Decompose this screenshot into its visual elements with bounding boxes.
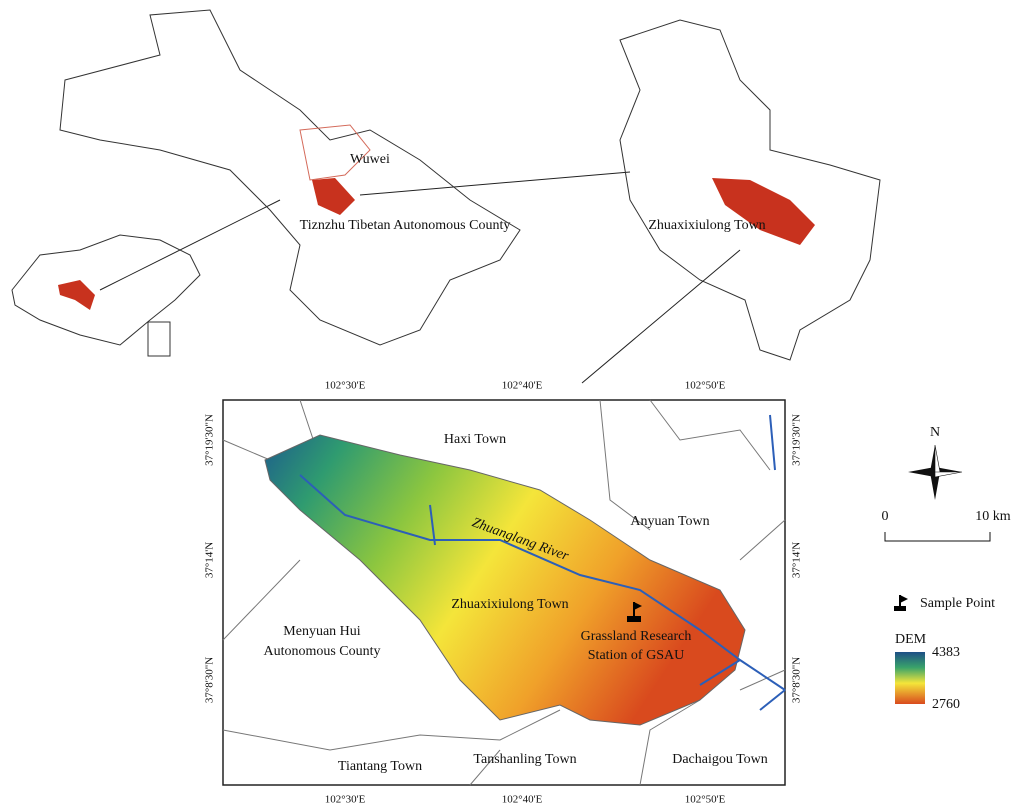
latitude-label: 37°8'30"N xyxy=(204,657,216,703)
county-map xyxy=(619,19,881,361)
place-label: Zhuaxixiulong Town xyxy=(451,597,568,612)
place-label: Haxi Town xyxy=(444,432,506,447)
legend-label: Sample Point xyxy=(920,596,995,611)
latitude-label: 37°19'30"N xyxy=(791,414,803,466)
latitude-label: 37°19'30"N xyxy=(204,414,216,466)
arrow xyxy=(99,199,281,291)
china-map xyxy=(11,234,201,357)
dem-colorbar xyxy=(895,652,925,704)
sample-point-symbol xyxy=(894,595,908,611)
longitude-label: 102°40'E xyxy=(502,380,543,392)
place-label: Anyuan Town xyxy=(630,514,709,529)
longitude-label: 102°50'E xyxy=(685,380,726,392)
north-label: N xyxy=(930,425,940,440)
scale-label: 0 xyxy=(882,509,889,524)
longitude-label: 102°50'E xyxy=(685,794,726,806)
place-label: Dachaigou Town xyxy=(672,752,768,767)
place-label: Menyuan Hui xyxy=(283,624,360,639)
station-label: Station of GSAU xyxy=(588,648,684,663)
dem-max: 4383 xyxy=(932,645,960,660)
province-map xyxy=(59,9,521,346)
scale-label: 10 km xyxy=(975,509,1011,524)
station-label: Grassland Research xyxy=(581,629,692,644)
sample-point xyxy=(627,602,642,622)
arrow xyxy=(581,249,741,384)
latitude-label: 37°14'N xyxy=(204,542,216,578)
scale-bar xyxy=(884,532,991,542)
legend-title: DEM xyxy=(895,632,927,647)
place-label: Tiantang Town xyxy=(338,759,422,774)
longitude-label: 102°40'E xyxy=(502,794,543,806)
compass xyxy=(908,444,963,500)
latitude-label: 37°14'N xyxy=(791,542,803,578)
place-label: Tanshanling Town xyxy=(473,752,576,767)
overview-label: Zhuaxixiulong Town xyxy=(648,218,765,233)
dem-min: 2760 xyxy=(932,697,960,712)
overview-label: Tiznzhu Tibetan Autonomous County xyxy=(300,218,511,233)
arrow xyxy=(359,171,631,196)
longitude-label: 102°30'E xyxy=(325,794,366,806)
main-map xyxy=(222,399,786,786)
latitude-label: 37°8'30"N xyxy=(791,657,803,703)
place-label: Autonomous County xyxy=(263,644,380,659)
overview-label: Wuwei xyxy=(350,152,390,167)
longitude-label: 102°30'E xyxy=(325,380,366,392)
